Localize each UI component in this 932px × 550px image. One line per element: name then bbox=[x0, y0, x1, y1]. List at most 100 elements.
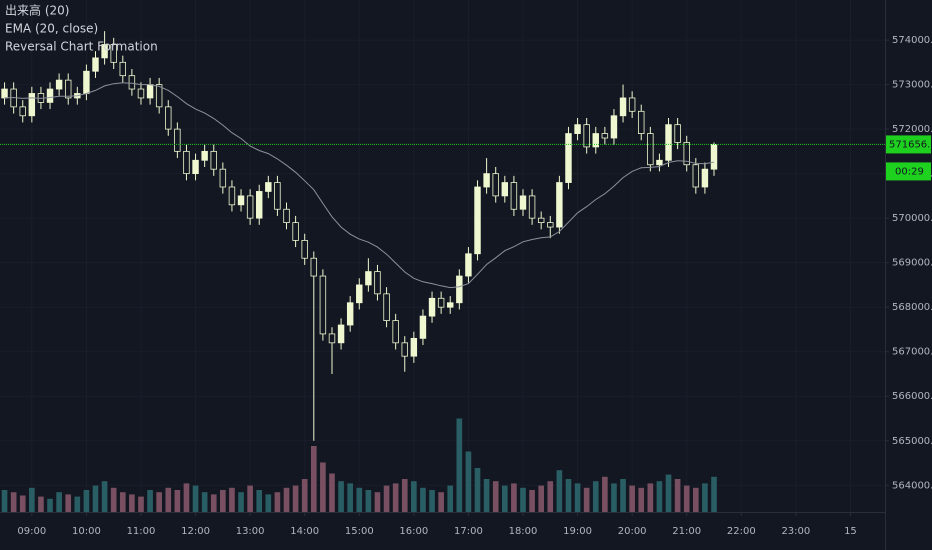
candle-body bbox=[447, 302, 454, 308]
volume-bar bbox=[247, 485, 253, 512]
candle-body bbox=[346, 302, 354, 326]
candle-body bbox=[628, 97, 636, 112]
volume-bar bbox=[47, 498, 53, 512]
countdown-box bbox=[886, 162, 931, 181]
candle-body bbox=[638, 110, 645, 134]
candle-body bbox=[1, 88, 8, 99]
volume-bar bbox=[411, 481, 417, 512]
y-tick-label: 565000.00 bbox=[892, 436, 932, 447]
candle-body bbox=[465, 253, 472, 277]
candle-body bbox=[19, 106, 26, 117]
candle-body bbox=[328, 333, 336, 344]
candle-body bbox=[610, 115, 618, 139]
volume-bar bbox=[74, 496, 81, 512]
candle-body bbox=[401, 342, 408, 357]
volume-bar bbox=[56, 492, 62, 512]
candle-body bbox=[565, 133, 572, 183]
volume-bar bbox=[465, 451, 472, 512]
candle-body bbox=[101, 44, 108, 59]
candle-body bbox=[619, 97, 627, 117]
volume-bar bbox=[538, 485, 545, 512]
volume-bar bbox=[474, 468, 481, 512]
y-tick-label: 570000.00 bbox=[892, 213, 932, 224]
volume-bar bbox=[420, 487, 426, 512]
candle-body bbox=[64, 79, 72, 99]
volume-bar bbox=[201, 492, 208, 512]
volume-bar bbox=[129, 494, 135, 512]
volume-bar bbox=[492, 481, 499, 512]
volume-bar bbox=[456, 418, 463, 512]
volume-bar bbox=[556, 470, 563, 512]
volume-bar bbox=[19, 495, 26, 512]
last-price-label: 571656.00 bbox=[889, 139, 932, 150]
candle-body bbox=[146, 84, 154, 99]
volume-bar bbox=[320, 462, 326, 512]
volume-bar bbox=[356, 487, 363, 512]
candle-body bbox=[574, 124, 581, 134]
x-tick-label: 13:00 bbox=[236, 526, 265, 537]
x-tick-label: 21:00 bbox=[672, 526, 701, 537]
candle-body bbox=[410, 337, 418, 357]
candle-body bbox=[337, 324, 345, 344]
volume-bar bbox=[283, 487, 290, 512]
candle-body bbox=[365, 271, 372, 286]
candle-body bbox=[537, 217, 545, 224]
volume-bar bbox=[1, 490, 8, 512]
candle-body bbox=[92, 57, 99, 72]
volume-bar bbox=[174, 490, 181, 512]
volume-bar bbox=[438, 492, 444, 512]
candle-body bbox=[265, 182, 272, 192]
candle-body bbox=[192, 159, 199, 175]
volume-bar bbox=[256, 490, 263, 512]
volume-layer bbox=[1, 418, 717, 512]
last-price-box bbox=[886, 135, 931, 154]
volume-bar bbox=[401, 479, 408, 512]
overlay-layer bbox=[0, 82, 885, 289]
candle-body bbox=[155, 84, 163, 108]
volume-bar bbox=[338, 481, 344, 512]
volume-bar bbox=[65, 494, 72, 512]
candle-body bbox=[701, 168, 709, 188]
volume-bar bbox=[210, 494, 217, 512]
candle-body bbox=[183, 150, 190, 175]
volume-bar bbox=[92, 485, 99, 512]
legend-volume: 出来高 (20) bbox=[5, 3, 69, 18]
y-tick-label: 567000.00 bbox=[892, 347, 932, 358]
volume-bar bbox=[511, 483, 517, 512]
volume-bar bbox=[292, 485, 299, 512]
volume-bar bbox=[119, 492, 126, 512]
grid bbox=[0, 0, 885, 512]
candle-body bbox=[46, 88, 54, 103]
candle-body bbox=[483, 173, 490, 188]
volume-bar bbox=[447, 485, 454, 512]
x-tick-label: 15 bbox=[844, 526, 857, 537]
candle-body bbox=[165, 106, 172, 130]
candle-body bbox=[556, 182, 563, 228]
candle-body bbox=[528, 195, 536, 219]
volume-bar bbox=[329, 473, 335, 512]
candle-body bbox=[246, 195, 254, 219]
candle-body bbox=[428, 297, 436, 317]
candle-body bbox=[274, 182, 281, 210]
volume-bar bbox=[574, 483, 581, 512]
x-tick-label: 15:00 bbox=[345, 526, 374, 537]
candle-body bbox=[228, 186, 236, 206]
volume-bar bbox=[638, 487, 645, 512]
y-tick-label: 564000.00 bbox=[892, 480, 932, 491]
x-tick-label: 19:00 bbox=[563, 526, 592, 537]
candle-body bbox=[301, 240, 308, 259]
volume-bar bbox=[183, 483, 190, 512]
y-tick-label: 572000.00 bbox=[892, 124, 932, 135]
x-tick-label: 16:00 bbox=[399, 526, 428, 537]
volume-bar bbox=[692, 487, 699, 512]
candle-body bbox=[137, 88, 145, 99]
volume-bar bbox=[702, 483, 708, 512]
candle-body bbox=[374, 271, 381, 295]
volume-bar bbox=[529, 490, 535, 512]
candle-body bbox=[256, 191, 263, 219]
candle-body bbox=[656, 159, 663, 166]
volume-bar bbox=[38, 496, 44, 512]
candle-body bbox=[710, 144, 718, 170]
candle-body bbox=[128, 75, 136, 90]
